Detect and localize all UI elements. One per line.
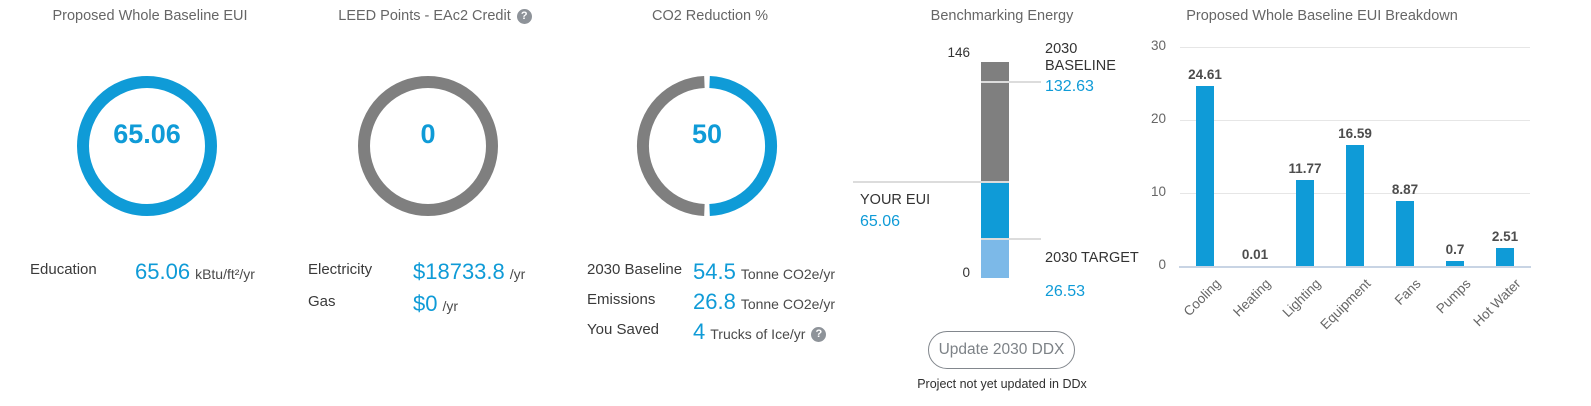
leed-row-value-unit: /yr	[442, 298, 459, 314]
co2-row-value: 54.5 Tonne CO2e/yr	[693, 259, 835, 287]
benchmark-marker-line	[981, 80, 1041, 83]
eui-gauge-ring	[77, 76, 217, 216]
leed-gauge-circle	[358, 76, 498, 216]
breakdown-x-axis	[1179, 266, 1531, 268]
benchmark-marker-line	[981, 237, 1041, 240]
help-icon[interactable]: ?	[516, 8, 532, 24]
leed-row-value-number: $18733.8	[413, 259, 505, 284]
benchmark-note: Project not yet updated in DDx	[917, 377, 1087, 391]
breakdown-bar-equipment	[1346, 144, 1364, 266]
co2-gauge-arc-remaining	[636, 76, 705, 216]
eui-row-value-number: 65.06	[135, 259, 191, 284]
co2-row-value-unit: Tonne CO2e/yr	[740, 296, 835, 312]
leed-gauge-ring	[358, 76, 498, 216]
co2-gauge-arc-reduced	[709, 76, 778, 216]
benchmark-panel-title: Benchmarking Energy	[852, 8, 1152, 24]
breakdown-bar-value: 24.61	[1188, 67, 1222, 83]
breakdown-bar-value: 11.77	[1288, 161, 1322, 177]
co2-row-value-number: 54.5	[693, 259, 736, 284]
leed-gauge-value: 0	[420, 119, 436, 149]
benchmark-segment-target-to-zero	[981, 238, 1009, 278]
breakdown-bar-lighting	[1296, 180, 1314, 266]
co2-row-value-number: 26.8	[693, 289, 736, 314]
breakdown-gridline	[1180, 120, 1530, 121]
co2-gauge-value: 50	[691, 119, 723, 149]
eui-gauge-circle	[77, 76, 217, 216]
breakdown-panel-title-text: Proposed Whole Baseline EUI Breakdown	[1186, 8, 1458, 24]
co2-panel-title: CO2 Reduction %	[565, 8, 855, 24]
benchmark-marker-line	[853, 180, 1009, 183]
eui-row-label: Education	[30, 261, 97, 278]
breakdown-bar-value: 0.7	[1445, 241, 1465, 257]
breakdown-bar-hot-water	[1496, 247, 1514, 266]
leed-row-value-unit: /yr	[509, 266, 526, 282]
leed-row-value: $0/yr	[413, 291, 458, 319]
benchmark-marker-label: 2030 BASELINE	[1045, 40, 1116, 74]
benchmark-marker-value: 65.06	[860, 212, 901, 230]
breakdown-ytick: 30	[1150, 38, 1166, 53]
breakdown-bar-pumps	[1446, 260, 1464, 266]
eui-row-value-unit: kBtu/ft²/yr	[195, 266, 255, 282]
breakdown-bar-cooling	[1196, 86, 1214, 266]
benchmark-axis-min-label: 0	[962, 265, 970, 280]
breakdown-bar-fans	[1396, 201, 1414, 266]
eui-panel-title-text: Proposed Whole Baseline EUI	[52, 8, 248, 24]
co2-gauge-ring	[636, 76, 778, 216]
co2-row-value: 26.8 Tonne CO2e/yr	[693, 289, 835, 317]
breakdown-bar-value: 2.51	[1491, 228, 1519, 244]
leed-panel-title: LEED Points - EAc2 Credit ?	[290, 8, 580, 24]
eui-gauge-value: 65.06	[113, 119, 181, 149]
benchmark-segment-your-eui-to-target	[981, 181, 1009, 239]
leed-row-value: $18733.8/yr	[413, 259, 525, 287]
benchmark-panel-title-text: Benchmarking Energy	[930, 8, 1074, 24]
breakdown-bar-value: 16.59	[1338, 125, 1372, 141]
breakdown-ytick: 20	[1150, 111, 1166, 126]
breakdown-gridline	[1180, 47, 1530, 48]
benchmark-marker-label: YOUR EUI	[860, 191, 931, 208]
co2-row-label: Emissions	[587, 291, 656, 308]
benchmark-marker-value: 132.63	[1045, 77, 1094, 95]
eui-row-value: 65.06 kBtu/ft²/yr	[135, 259, 255, 287]
benchmark-marker-label: 2030 TARGET	[1045, 249, 1139, 266]
breakdown-bar-value: 0.01	[1241, 246, 1269, 262]
eui-panel-title: Proposed Whole Baseline EUI	[0, 8, 300, 24]
co2-row-label: 2030 Baseline	[587, 261, 683, 278]
leed-row-label: Gas	[308, 293, 336, 310]
leed-panel-title-text: LEED Points - EAc2 Credit	[338, 8, 511, 24]
co2-row-value-number: 4	[693, 319, 706, 344]
breakdown-bar-value: 8.87	[1391, 182, 1419, 198]
leed-row-label: Electricity	[308, 261, 373, 278]
breakdown-panel-title: Proposed Whole Baseline EUI Breakdown	[1122, 8, 1522, 24]
benchmark-marker-value: 26.53	[1045, 282, 1086, 300]
co2-panel-title-text: CO2 Reduction %	[651, 8, 769, 24]
co2-row-value: 4 Trucks of Ice/yr?	[693, 319, 827, 347]
update-2030-ddx-button[interactable]: Update 2030 DDX	[928, 331, 1075, 369]
breakdown-ytick: 10	[1150, 184, 1166, 199]
leed-row-value-number: $0	[413, 291, 438, 316]
benchmark-axis-max-label: 146	[947, 45, 970, 60]
co2-row-label: You Saved	[587, 321, 660, 338]
co2-row-value-unit: Tonne CO2e/yr	[740, 266, 835, 282]
help-icon[interactable]: ?	[811, 327, 827, 342]
co2-row-value-unit: Trucks of Ice/yr	[710, 326, 806, 342]
breakdown-ytick: 0	[1158, 257, 1166, 272]
